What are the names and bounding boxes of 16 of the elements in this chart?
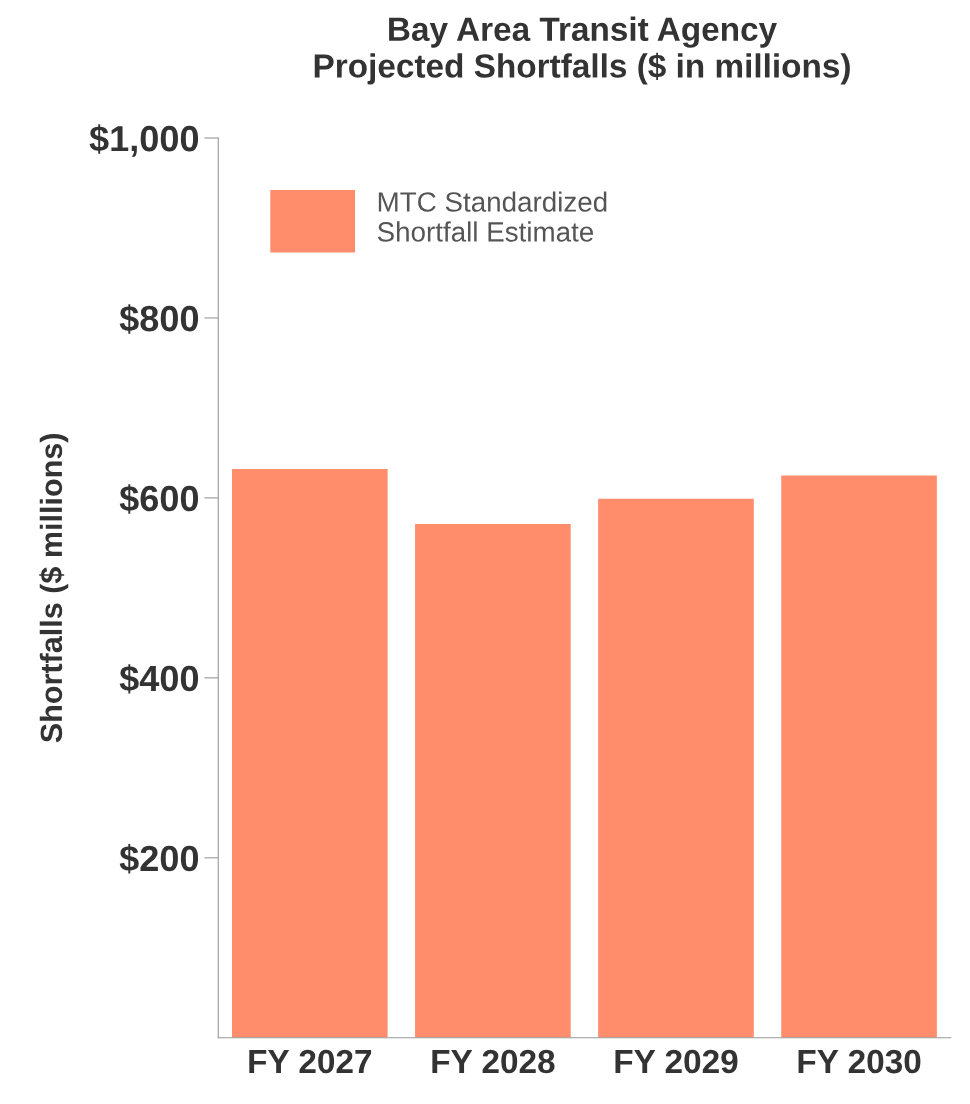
- bar: [781, 475, 937, 1038]
- bar: [598, 498, 754, 1038]
- x-tick-label: FY 2029: [615, 1049, 738, 1074]
- y-tick-label: $200: [119, 844, 199, 874]
- bar: [415, 524, 571, 1038]
- chart-title: Bay Area Transit Agency Projected Shortfalls ($ in millions): [314, 16, 850, 85]
- y-tick-label: $600: [119, 484, 199, 514]
- x-tick-label: FY 2027: [249, 1049, 372, 1074]
- y-tick-label: $800: [119, 304, 199, 334]
- y-tick-label: $1,000: [89, 124, 199, 157]
- x-tick-label: FY 2028: [432, 1049, 555, 1074]
- bar: [231, 469, 388, 1038]
- legend-label: MTC Standardized Shortfall Estimate: [377, 191, 607, 242]
- x-tick-label: FY 2030: [798, 1049, 921, 1074]
- y-axis-title: Shortfalls ($ millions): [39, 434, 69, 743]
- y-tick-label: $400: [119, 664, 199, 694]
